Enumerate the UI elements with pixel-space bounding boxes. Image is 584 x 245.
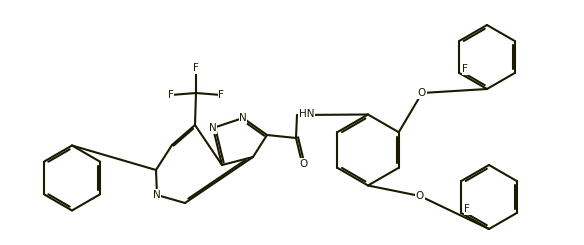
- Text: O: O: [416, 191, 424, 201]
- Text: F: F: [218, 90, 224, 100]
- Text: O: O: [418, 88, 426, 98]
- Text: N: N: [153, 190, 161, 200]
- Text: F: F: [463, 64, 468, 74]
- Text: F: F: [168, 90, 174, 100]
- Text: O: O: [299, 159, 307, 169]
- Text: F: F: [464, 204, 470, 214]
- Text: N: N: [209, 123, 217, 133]
- Text: N: N: [239, 113, 247, 123]
- Text: HN: HN: [299, 109, 315, 119]
- Text: F: F: [193, 63, 199, 73]
